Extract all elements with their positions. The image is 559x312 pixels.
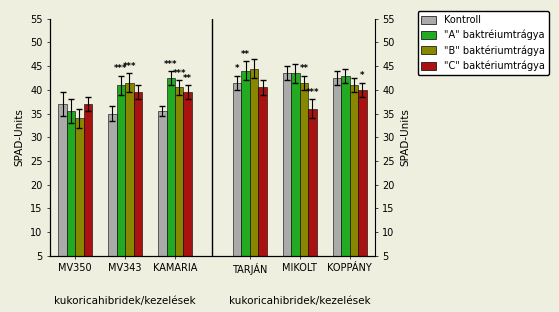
Bar	[341, 76, 349, 256]
Text: **: **	[183, 74, 192, 83]
Bar	[250, 69, 258, 256]
Text: *: *	[360, 71, 364, 80]
Bar	[233, 83, 241, 256]
Bar	[84, 104, 92, 256]
Bar	[58, 104, 67, 256]
Bar	[349, 85, 358, 256]
Text: **: **	[300, 64, 309, 73]
Bar	[333, 78, 341, 256]
Text: kukoricahibridek/kezelések: kukoricahibridek/kezelések	[229, 296, 371, 306]
Bar	[308, 109, 316, 256]
Bar	[183, 92, 192, 256]
Bar	[258, 87, 267, 256]
Bar	[158, 111, 167, 256]
Bar	[175, 87, 183, 256]
Text: ***: ***	[164, 60, 178, 69]
Bar	[67, 111, 75, 256]
Text: ***: ***	[114, 64, 127, 73]
Bar	[117, 85, 125, 256]
Text: ***: ***	[122, 62, 136, 71]
Bar	[241, 71, 250, 256]
Bar	[167, 78, 175, 256]
Bar	[358, 90, 367, 256]
Bar	[291, 73, 300, 256]
Text: *: *	[235, 64, 239, 73]
Y-axis label: SPAD-Units: SPAD-Units	[400, 108, 410, 166]
Bar	[75, 118, 84, 256]
Text: **: **	[241, 50, 250, 59]
Text: kukoricahibridek/kezelések: kukoricahibridek/kezelések	[54, 296, 196, 306]
Bar	[108, 114, 117, 256]
Bar	[283, 73, 291, 256]
Y-axis label: SPAD-Units: SPAD-Units	[15, 108, 25, 166]
Text: ***: ***	[306, 88, 319, 97]
Bar	[300, 83, 308, 256]
Text: ***: ***	[173, 69, 186, 78]
Bar	[134, 92, 142, 256]
Legend: Kontroll, "A" baktréiumtrágya, "B" baktériumtrágya, "C" baktériumtrágya: Kontroll, "A" baktréiumtrágya, "B" bakté…	[418, 11, 548, 75]
Bar	[125, 83, 134, 256]
